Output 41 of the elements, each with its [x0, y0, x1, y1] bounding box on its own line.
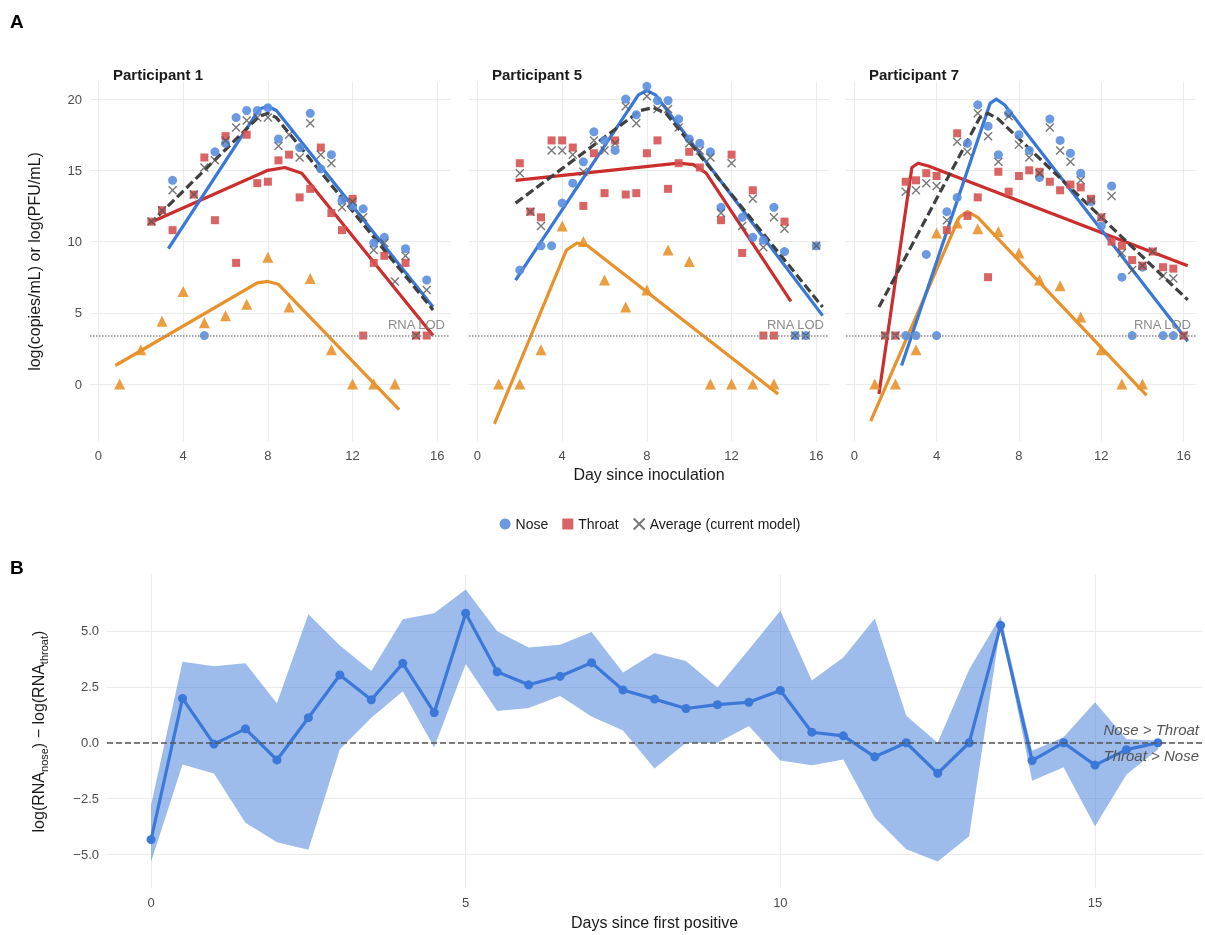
y-tick-label: 5.0: [80, 623, 99, 639]
x-tick-label: 0: [850, 448, 858, 463]
text: B: [10, 557, 24, 578]
y-tick-label: 2.5: [80, 679, 99, 695]
x-tick-label: 16: [430, 448, 445, 463]
x-tick-label: 12: [724, 448, 739, 463]
x-axis-title: Days since first positive: [570, 913, 739, 931]
chart-title: Participant 7: [869, 66, 960, 83]
y-axis-title: log(RNAnose) − log(RNAthroat): [29, 630, 50, 833]
legend-label: Average (current model): [649, 516, 801, 532]
x-tick-label: 15: [1087, 895, 1103, 911]
x-tick-label: 0: [473, 448, 482, 463]
x-tick-label: 4: [179, 448, 187, 463]
x-tick-label: 8: [1015, 448, 1023, 463]
chart-title: Participant 5: [492, 66, 583, 83]
x-tick-label: 4: [558, 448, 566, 463]
x-tick-label: 8: [643, 448, 651, 463]
x-tick-label: 16: [1176, 448, 1191, 463]
ref-line-label: RNA LOD: [766, 316, 824, 332]
x-tick-label: 5: [462, 895, 470, 911]
x-tick-label: 4: [932, 448, 941, 463]
y-tick-label: 20: [67, 91, 82, 107]
x-tick-label: 10: [773, 895, 788, 911]
x-tick-label: 12: [345, 448, 360, 463]
x-tick-label: 8: [264, 448, 272, 463]
y-tick-label: −5.0: [73, 847, 99, 863]
x-tick-label: 0: [147, 895, 155, 911]
x-tick-label: 16: [809, 448, 824, 463]
y-tick-label: 0.0: [80, 735, 99, 751]
chart-title: Participant 1: [113, 66, 204, 83]
y-tick-label: 0: [74, 376, 82, 392]
y-axis-title: log(copies/mL) or log(PFU/mL): [25, 152, 43, 371]
y-tick-label: 5: [74, 305, 82, 321]
text: A: [10, 11, 24, 32]
legend-label: Throat: [578, 516, 619, 532]
legend-label: Nose: [515, 516, 549, 532]
x-tick-label: 12: [1094, 448, 1109, 463]
y-tick-label: 10: [67, 234, 82, 250]
y-tick-label: 15: [67, 162, 82, 178]
x-axis-title: Day since inoculation: [573, 466, 725, 484]
y-tick-label: −2.5: [73, 791, 99, 807]
